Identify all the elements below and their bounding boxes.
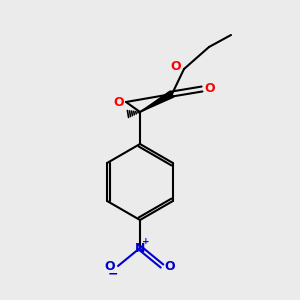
Text: N: N [135, 242, 145, 254]
Text: O: O [114, 95, 124, 109]
Polygon shape [140, 91, 174, 112]
Text: −: − [108, 268, 118, 281]
Text: O: O [205, 82, 215, 95]
Text: +: + [142, 236, 150, 245]
Text: O: O [105, 260, 115, 272]
Text: O: O [165, 260, 175, 272]
Text: O: O [171, 61, 181, 74]
